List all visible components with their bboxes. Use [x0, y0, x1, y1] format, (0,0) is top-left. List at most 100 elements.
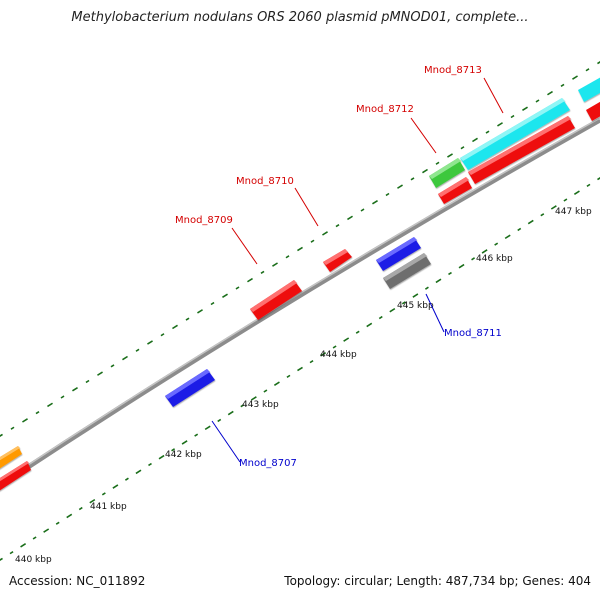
- scale-tick: [10, 426, 15, 430]
- map-title: Methylobacterium nodulans ORS 2060 plasm…: [71, 10, 529, 25]
- scale-tick: [72, 386, 78, 392]
- gene-red-left[interactable]: [0, 461, 31, 491]
- gene-labels: Mnod_8713 Mnod_8712 Mnod_8710 Mnod_8709 …: [175, 65, 502, 469]
- scale-tick: [263, 389, 268, 393]
- scale-tick: [227, 410, 234, 416]
- scale-tick: [527, 219, 534, 225]
- label-leader-lines: [211, 77, 504, 463]
- scale-tick: [563, 198, 568, 202]
- scale-label-446kbp: 446 kbp: [476, 254, 513, 264]
- scale-tick: [497, 122, 503, 127]
- scale-tick: [122, 355, 128, 361]
- scale-tick: [85, 379, 90, 384]
- gene-mnod-8707[interactable]: [165, 369, 215, 407]
- scale-tick: [66, 513, 73, 519]
- scale-tick: [285, 255, 290, 259]
- scale-tick: [448, 271, 452, 276]
- gene-mnod-8712-green[interactable]: [429, 158, 465, 188]
- scale-label-447kbp: 447 kbp: [555, 207, 592, 217]
- gene-label-mnod-8713[interactable]: Mnod_8713: [424, 65, 482, 76]
- scale-tick: [240, 404, 245, 408]
- outer-tick-track: [0, 61, 600, 437]
- scale-tick: [78, 506, 83, 511]
- scale-tick: [222, 293, 228, 299]
- plasmid-backbone: [0, 117, 600, 489]
- scale-tick: [272, 262, 278, 267]
- scale-tick: [110, 364, 115, 368]
- plasmid-backbone-highlight: [0, 117, 600, 485]
- scale-tick: [355, 330, 360, 334]
- scale-tick: [535, 99, 540, 103]
- gene-mnod-8713-cyan[interactable]: [460, 98, 570, 170]
- gene-label-mnod-8712[interactable]: Mnod_8712: [356, 104, 414, 115]
- scale-tick: [160, 333, 165, 337]
- scale-tick: [435, 161, 440, 165]
- scale-tick: [472, 137, 478, 143]
- scale-tick: [135, 348, 140, 352]
- scale-tick: [322, 231, 328, 236]
- scale-tick: [460, 146, 465, 150]
- scale-tick: [181, 440, 188, 445]
- gene-label-mnod-8709[interactable]: Mnod_8709: [175, 215, 233, 226]
- scale-tick: [481, 249, 488, 254]
- scale-tick: [20, 543, 27, 548]
- scale-tick: [372, 199, 378, 205]
- scale-labels: 440 kbp 441 kbp 442 kbp 443 kbp 444 kbp …: [15, 207, 592, 565]
- scale-tick: [397, 184, 403, 189]
- scale-tick: [401, 301, 406, 305]
- scale-tick: [522, 106, 528, 112]
- scale-tick: [485, 130, 490, 134]
- scale-tick: [60, 395, 65, 399]
- scale-tick: [194, 433, 199, 437]
- scale-tick: [597, 61, 600, 65]
- scale-tick: [47, 402, 53, 408]
- scale-tick: [366, 322, 373, 328]
- scale-tick: [389, 307, 396, 313]
- gene-cyan-right-edge[interactable]: [578, 72, 600, 102]
- gene-mnod-8709[interactable]: [250, 280, 302, 320]
- scale-tick: [309, 360, 314, 364]
- scale-tick: [148, 462, 152, 467]
- scale-tick: [447, 153, 453, 158]
- gene-mnod-8712-red[interactable]: [438, 177, 472, 204]
- accession-info: Accession: NC_011892: [9, 574, 146, 588]
- scale-tick: [97, 371, 103, 376]
- scale-tick: [286, 374, 291, 378]
- gene-orange-left[interactable]: [0, 446, 22, 469]
- scale-tick: [378, 315, 383, 320]
- gene-mnod-8713-red[interactable]: [468, 116, 575, 184]
- gene-mnod-8711-gray[interactable]: [383, 253, 431, 289]
- scale-tick: [112, 484, 119, 489]
- scale-tick: [89, 498, 96, 504]
- scale-label-445kbp: 445 kbp: [397, 301, 434, 311]
- scale-tick: [35, 410, 40, 415]
- scale-tick: [147, 340, 153, 345]
- scale-tick: [22, 418, 28, 423]
- gene-label-mnod-8711[interactable]: Mnod_8711: [444, 328, 502, 339]
- scale-tick: [0, 557, 3, 561]
- scale-label-444kbp: 444 kbp: [320, 350, 357, 360]
- gene-label-mnod-8710[interactable]: Mnod_8710: [236, 176, 294, 187]
- scale-tick: [343, 337, 350, 342]
- scale-tick: [585, 68, 590, 72]
- gene-mnod-8711-blue[interactable]: [376, 237, 421, 271]
- scale-tick: [573, 190, 580, 195]
- scale-tick: [247, 277, 253, 283]
- scale-tick: [504, 234, 511, 240]
- scale-tick: [43, 528, 50, 533]
- scale-tick: [494, 242, 499, 246]
- topology-summary: Topology: circular; Length: 487,734 bp; …: [284, 574, 591, 588]
- gene-label-mnod-8707[interactable]: Mnod_8707: [239, 458, 297, 469]
- gene-mnod-8710[interactable]: [323, 249, 352, 272]
- scale-tick: [540, 213, 545, 217]
- scale-tick: [458, 263, 465, 269]
- scale-tick: [297, 366, 303, 372]
- scale-tick: [510, 114, 515, 119]
- scale-tick: [260, 270, 265, 275]
- gene-red-right-edge[interactable]: [586, 96, 600, 121]
- scale-tick: [422, 168, 428, 174]
- scale-tick: [517, 227, 522, 232]
- scale-tick: [586, 183, 591, 187]
- scale-tick: [204, 425, 211, 431]
